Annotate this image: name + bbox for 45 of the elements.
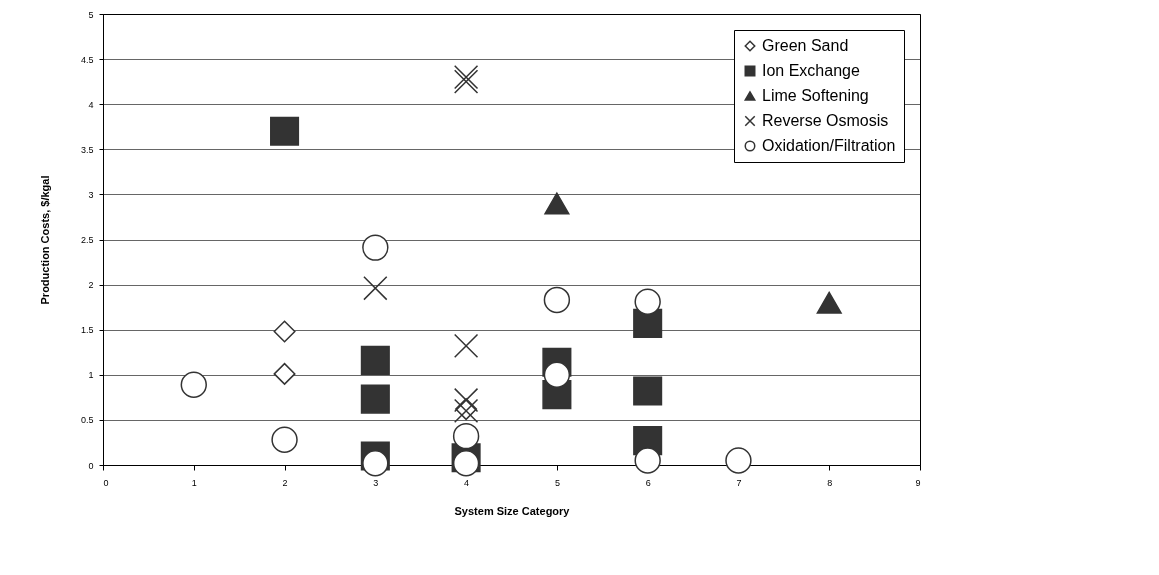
legend-label: Reverse Osmosis [762, 112, 889, 129]
y-tick-label: 1 [88, 370, 94, 381]
legend-label: Oxidation/Filtration [762, 137, 896, 154]
point [360, 384, 390, 414]
x-tick-label: 7 [736, 477, 742, 488]
y-tick-label: 0.5 [80, 415, 94, 426]
point [273, 362, 296, 385]
x-tick-label: 5 [554, 477, 560, 488]
y-axis-title: Production Costs, $/kgal [38, 175, 51, 305]
point [363, 276, 388, 301]
legend-label: Green Sand [762, 37, 849, 54]
legend-label: Ion Exchange [762, 62, 860, 79]
point [453, 387, 479, 413]
x-tick-label: 0 [103, 477, 109, 488]
point [453, 69, 479, 94]
point [360, 345, 390, 375]
point [453, 64, 479, 90]
x-tick-label: 2 [282, 477, 288, 488]
point [452, 450, 480, 477]
y-tick-label: 4 [88, 99, 94, 110]
y-tick-label: 0 [88, 460, 94, 471]
y-tick-label: 3 [88, 189, 94, 200]
point [816, 291, 842, 314]
x-tick-label: 1 [191, 477, 197, 488]
point [362, 450, 389, 477]
point [453, 333, 479, 359]
x-axis-title: System Size Category [454, 504, 571, 517]
y-tick-label: 3.5 [80, 144, 94, 155]
y-tick-label: 4.5 [80, 54, 94, 65]
y-tick-label: 2.5 [80, 235, 94, 245]
x-tick-label: 3 [373, 477, 379, 488]
x-tick-label: 9 [915, 477, 921, 488]
point [634, 447, 661, 474]
point [543, 361, 571, 388]
y-tick-label: 1.5 [80, 325, 94, 336]
point [633, 376, 663, 406]
x-tick-label: 4 [464, 477, 470, 488]
point [273, 320, 296, 343]
x-tick-label: 6 [645, 477, 651, 488]
y-tick-label: 2 [88, 280, 94, 291]
point [544, 192, 570, 215]
x-tick-label: 8 [827, 477, 833, 488]
point [270, 116, 300, 146]
legend-label: Lime Softening [762, 87, 869, 104]
y-tick-label: 5 [88, 9, 94, 20]
